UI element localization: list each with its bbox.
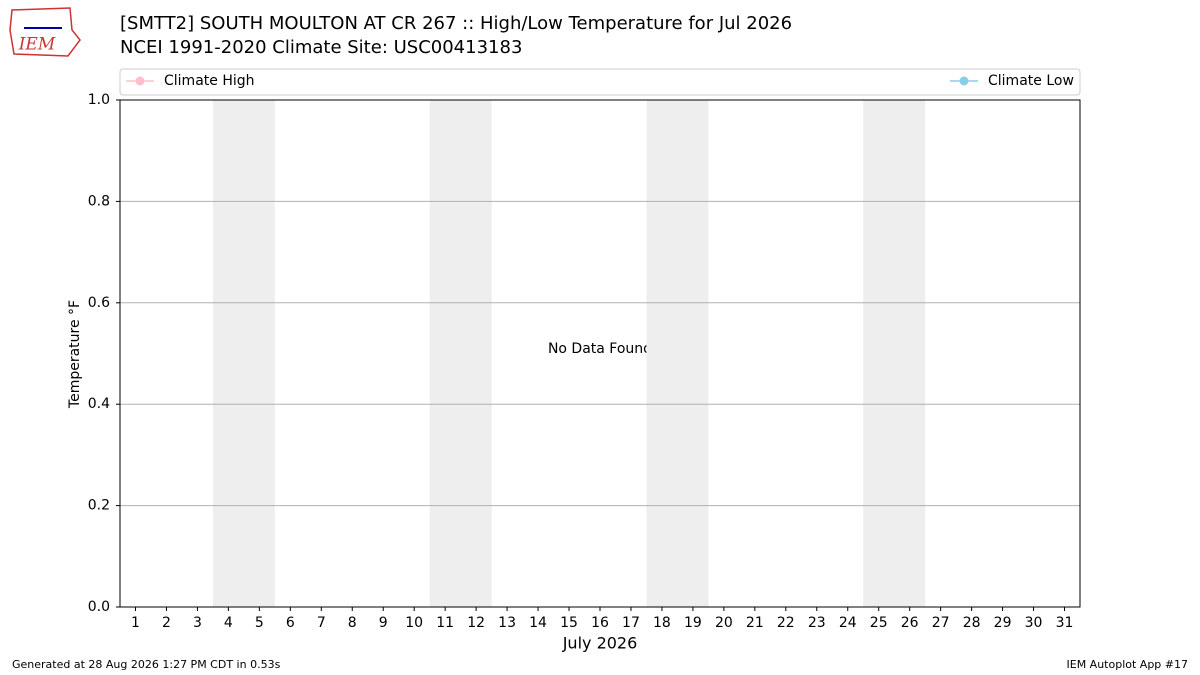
x-tick-label: 25 [870,615,888,631]
x-tick-label: 24 [839,615,857,631]
x-tick-label: 9 [379,615,388,631]
y-tick-label: 0.2 [88,498,110,514]
x-tick-label: 30 [1025,615,1043,631]
x-axis-label: July 2026 [562,634,638,653]
legend-entry: Climate High [126,73,255,89]
x-tick-label: 31 [1056,615,1074,631]
x-tick-label: 14 [529,615,547,631]
legend-frame [119,68,1081,96]
x-tick-label: 17 [622,615,640,631]
logo-text: IEM [18,35,56,55]
legend-entry: Climate Low [950,73,1074,89]
legend-marker [959,76,969,86]
x-tick-label: 4 [224,615,233,631]
y-tick-label: 0.8 [88,193,110,209]
plot-frame [119,99,1081,608]
x-tick-label: 3 [193,615,202,631]
x-tick-label: 16 [591,615,609,631]
x-tick-label: 5 [255,615,264,631]
y-tick-label: 1.0 [88,92,110,108]
x-tick-label: 2 [162,615,171,631]
x-tick-label: 18 [653,615,671,631]
legend-label: Climate Low [988,73,1074,89]
x-tick-label: 23 [808,615,826,631]
x-tick-label: 6 [286,615,295,631]
weekend-band [429,100,492,607]
x-tick-label: 7 [317,615,326,631]
weekend-band [646,100,709,607]
x-tick-label: 19 [684,615,702,631]
x-tick-label: 15 [560,615,578,631]
footer-left: Generated at 28 Aug 2026 1:27 PM CDT in … [12,658,281,671]
annotation: No Data Found [548,341,652,357]
x-tick-label: 8 [348,615,357,631]
x-tick-label: 21 [746,615,764,631]
x-tick-label: 11 [436,615,454,631]
footer-right: IEM Autoplot App #17 [1067,658,1189,671]
x-tick-label: 22 [777,615,795,631]
logo-outline [9,7,81,57]
logo: IEM [9,7,81,57]
y-axis-label: Temperature °F [67,300,83,409]
chart-title: [SMTT2] SOUTH MOULTON AT CR 267 :: High/… [120,13,792,34]
y-tick-label: 0.4 [88,396,110,412]
x-tick-label: 13 [498,615,516,631]
x-tick-label: 29 [994,615,1012,631]
weekend-band [863,100,926,607]
x-tick-label: 10 [405,615,423,631]
x-tick-label: 27 [932,615,950,631]
legend-marker [135,76,145,86]
legend-label: Climate High [164,73,255,89]
x-tick-label: 1 [131,615,140,631]
x-tick-label: 26 [901,615,919,631]
weekend-band [212,100,275,607]
x-tick-label: 20 [715,615,733,631]
y-tick-label: 0.6 [88,295,110,311]
chart-subtitle: NCEI 1991-2020 Climate Site: USC00413183 [120,37,522,58]
y-tick-label: 0.0 [88,599,110,615]
x-tick-label: 28 [963,615,981,631]
x-tick-label: 12 [467,615,485,631]
